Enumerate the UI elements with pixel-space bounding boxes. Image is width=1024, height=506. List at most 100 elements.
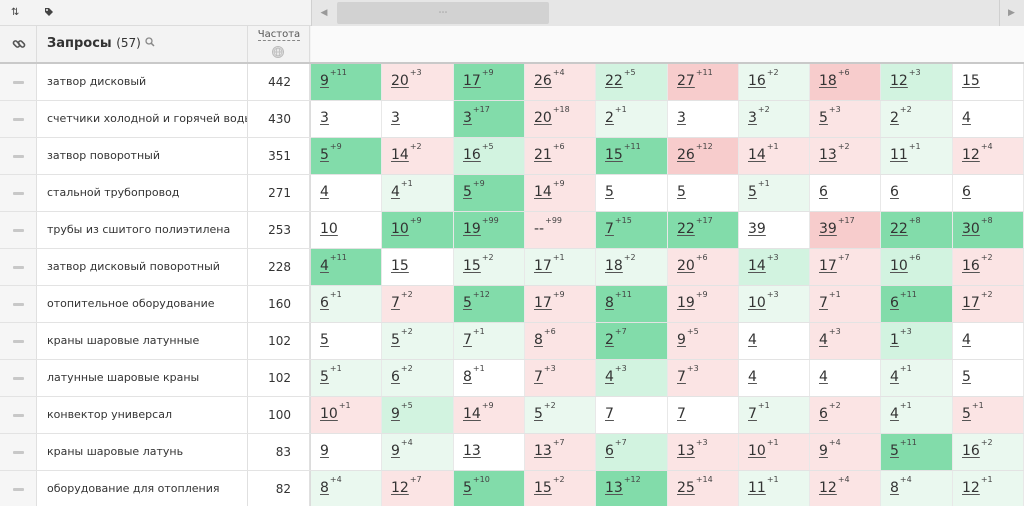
position-cell[interactable]: 6+2 xyxy=(382,360,454,396)
position-value[interactable]: 17 xyxy=(819,258,837,274)
position-cell[interactable]: 16+2 xyxy=(739,64,810,100)
position-cell[interactable]: 14+3 xyxy=(739,249,810,285)
position-value[interactable]: 10 xyxy=(320,406,338,422)
position-value[interactable]: 1 xyxy=(890,332,899,348)
position-cell[interactable]: 6+1 xyxy=(311,286,382,322)
position-cell[interactable]: 15 xyxy=(382,249,454,285)
position-cell[interactable]: 27+11 xyxy=(668,64,739,100)
position-cell[interactable]: 9+4 xyxy=(382,434,454,470)
position-cell[interactable]: 9+4 xyxy=(810,434,881,470)
position-cell[interactable]: 12+4 xyxy=(953,138,1024,174)
sort-icon[interactable]: ⇅ xyxy=(11,7,20,18)
position-cell[interactable]: 14+9 xyxy=(454,397,525,433)
position-value[interactable]: 11 xyxy=(748,480,766,496)
position-cell[interactable]: 16+2 xyxy=(953,434,1024,470)
position-cell[interactable]: 17+7 xyxy=(810,249,881,285)
position-cell[interactable]: 12+4 xyxy=(810,471,881,506)
position-cell[interactable]: 17+9 xyxy=(454,64,525,100)
position-cell[interactable]: 12+7 xyxy=(382,471,454,506)
position-cell[interactable]: 9+5 xyxy=(668,323,739,359)
position-value[interactable]: 4 xyxy=(605,369,614,385)
position-cell[interactable]: 8+11 xyxy=(596,286,668,322)
position-cell[interactable]: 10 xyxy=(311,212,382,248)
position-value[interactable]: 5 xyxy=(819,110,828,126)
position-value[interactable]: 5 xyxy=(463,295,472,311)
position-cell[interactable]: 3+2 xyxy=(739,101,810,137)
row-select-toggle[interactable] xyxy=(0,212,37,248)
position-cell[interactable]: 15+2 xyxy=(525,471,596,506)
position-cell[interactable]: 17+2 xyxy=(953,286,1024,322)
position-value[interactable]: 3 xyxy=(748,110,757,126)
position-cell[interactable]: 2+7 xyxy=(596,323,668,359)
position-value[interactable]: 5 xyxy=(320,369,329,385)
position-cell[interactable]: 22+17 xyxy=(668,212,739,248)
query-text[interactable]: трубы из сшитого полиэтилена xyxy=(37,212,248,248)
position-cell[interactable]: 4 xyxy=(953,101,1024,137)
position-cell[interactable]: 14+9 xyxy=(525,175,596,211)
position-cell[interactable]: 20+18 xyxy=(525,101,596,137)
query-text[interactable]: отопительное оборудование xyxy=(37,286,248,322)
position-cell[interactable]: 5 xyxy=(311,323,382,359)
row-select-toggle[interactable] xyxy=(0,397,37,433)
position-value[interactable]: 16 xyxy=(463,147,481,163)
position-cell[interactable]: 7+15 xyxy=(596,212,668,248)
position-value[interactable]: 20 xyxy=(391,73,409,89)
position-cell[interactable]: 2+1 xyxy=(596,101,668,137)
position-value[interactable]: 4 xyxy=(962,110,971,126)
position-value[interactable]: 4 xyxy=(320,258,329,274)
position-value[interactable]: 15 xyxy=(391,258,409,274)
query-column-header[interactable]: Запросы (57) xyxy=(37,26,248,62)
position-value[interactable]: 13 xyxy=(463,443,481,459)
row-select-toggle[interactable] xyxy=(0,471,37,506)
position-value[interactable]: 19 xyxy=(463,221,481,237)
position-value[interactable]: 10 xyxy=(391,221,409,237)
row-select-toggle[interactable] xyxy=(0,323,37,359)
position-value[interactable]: 15 xyxy=(962,73,980,89)
position-value[interactable]: 10 xyxy=(320,221,338,237)
position-cell[interactable]: 4+1 xyxy=(881,360,953,396)
position-cell[interactable]: 5 xyxy=(596,175,668,211)
position-value[interactable]: 8 xyxy=(534,332,543,348)
position-cell[interactable]: 7+3 xyxy=(525,360,596,396)
position-value[interactable]: 8 xyxy=(320,480,329,496)
row-select-toggle[interactable] xyxy=(0,175,37,211)
position-cell[interactable]: 4+1 xyxy=(881,397,953,433)
position-value[interactable]: 13 xyxy=(534,443,552,459)
position-value[interactable]: 9 xyxy=(391,443,400,459)
position-value[interactable]: 13 xyxy=(605,480,623,496)
position-value[interactable]: 4 xyxy=(890,406,899,422)
position-cell[interactable]: 9+11 xyxy=(311,64,382,100)
row-select-toggle[interactable] xyxy=(0,101,37,137)
position-value[interactable]: 4 xyxy=(962,332,971,348)
position-cell[interactable]: 39 xyxy=(739,212,810,248)
query-text[interactable]: затвор дисковый поворотный xyxy=(37,249,248,285)
position-value[interactable]: 2 xyxy=(605,332,614,348)
scroll-thumb[interactable]: ⋯ xyxy=(337,2,549,24)
position-cell[interactable]: 14+2 xyxy=(382,138,454,174)
position-cell[interactable]: 17+9 xyxy=(525,286,596,322)
position-cell[interactable]: 6+7 xyxy=(596,434,668,470)
position-cell[interactable]: 16+2 xyxy=(953,249,1024,285)
position-cell[interactable]: 3 xyxy=(382,101,454,137)
position-cell[interactable]: 20+6 xyxy=(668,249,739,285)
position-cell[interactable]: 10+3 xyxy=(739,286,810,322)
position-cell[interactable]: 11+1 xyxy=(739,471,810,506)
position-value[interactable]: 39 xyxy=(748,221,766,237)
position-value[interactable]: 5 xyxy=(677,184,686,200)
position-cell[interactable]: 13+12 xyxy=(596,471,668,506)
position-value[interactable]: 27 xyxy=(677,73,695,89)
position-value[interactable]: 5 xyxy=(463,480,472,496)
position-cell[interactable]: 5+10 xyxy=(454,471,525,506)
row-select-toggle[interactable] xyxy=(0,249,37,285)
position-cell[interactable]: 12+3 xyxy=(881,64,953,100)
position-cell[interactable]: 5+2 xyxy=(525,397,596,433)
position-cell[interactable]: 13+2 xyxy=(810,138,881,174)
position-cell[interactable]: 5+11 xyxy=(881,434,953,470)
position-cell[interactable]: 21+6 xyxy=(525,138,596,174)
position-value[interactable]: 20 xyxy=(534,110,552,126)
position-cell[interactable]: 3+17 xyxy=(454,101,525,137)
position-cell[interactable]: 10+6 xyxy=(881,249,953,285)
position-value[interactable]: 22 xyxy=(677,221,695,237)
position-value[interactable]: 17 xyxy=(534,295,552,311)
position-value[interactable]: 12 xyxy=(890,73,908,89)
